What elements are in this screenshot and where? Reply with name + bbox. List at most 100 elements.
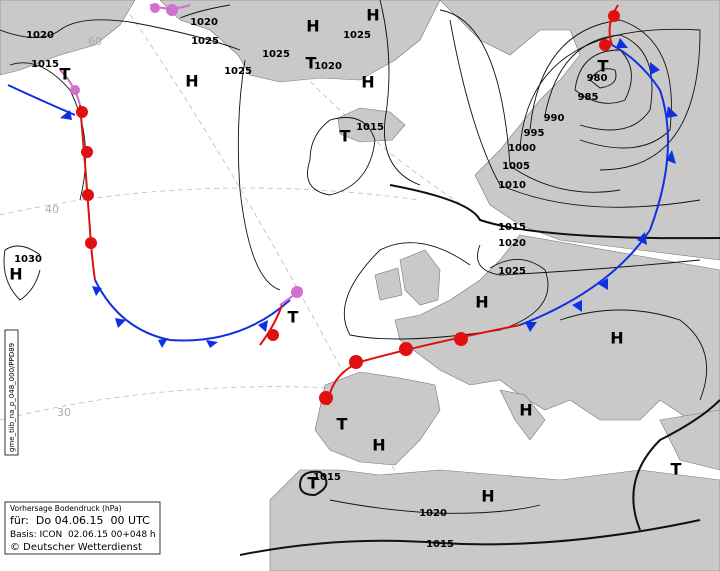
isobar xyxy=(544,34,653,131)
land-mass xyxy=(269,469,720,571)
front-symbol xyxy=(399,342,413,356)
high-pressure-marker: H xyxy=(610,329,623,348)
labels: 1020 1025 1020 1015 1025 1025 1020 1025 1015 980 9… xyxy=(9,6,681,551)
isobar xyxy=(477,244,701,276)
fronts xyxy=(7,3,678,406)
isobar-label: 1015 xyxy=(498,222,526,233)
front-symbol xyxy=(150,3,160,13)
land-mass xyxy=(0,0,136,76)
front-symbol xyxy=(291,286,303,298)
isobar xyxy=(307,117,376,196)
isobar-label: 1015 xyxy=(356,122,384,133)
isobar xyxy=(343,242,549,340)
front-symbol xyxy=(166,4,178,16)
isobar xyxy=(574,49,632,104)
front-symbol xyxy=(115,318,126,328)
high-pressure-marker: H xyxy=(481,487,494,506)
side-label-box xyxy=(4,329,19,456)
front-symbol xyxy=(258,320,268,332)
legend-title: Vorhersage Bodendruck (hPa) xyxy=(10,504,122,513)
land-mass xyxy=(394,234,720,431)
land-mass xyxy=(659,409,720,471)
low-pressure-marker: T xyxy=(598,57,609,76)
isobar xyxy=(519,28,701,171)
low-pressure-marker: T xyxy=(60,65,71,84)
front-symbol xyxy=(666,106,678,118)
isobar-label: 1010 xyxy=(498,180,526,191)
front-symbol xyxy=(454,332,468,346)
land-mass xyxy=(314,371,441,466)
front-symbol xyxy=(206,340,218,348)
high-pressure-marker: H xyxy=(475,293,488,312)
front-symbol xyxy=(267,329,279,341)
legend-box xyxy=(4,501,161,555)
land-mass xyxy=(0,0,471,561)
front-symbol xyxy=(616,38,628,48)
isobar-label: 1030 xyxy=(14,254,42,265)
front-symbol xyxy=(76,106,88,118)
legend-basis: Basis: ICON 02.06.15 00+048 h xyxy=(10,530,156,540)
front-symbol xyxy=(525,322,537,332)
side-label: gme_tiib_na_p_048_000/PPD89 xyxy=(8,343,16,452)
isobar-label: 1025 xyxy=(262,49,290,60)
front-symbol xyxy=(598,278,608,290)
isobar xyxy=(239,519,701,556)
low-pressure-marker: T xyxy=(288,308,299,327)
isobar-label: 1025 xyxy=(191,36,219,47)
low-pressure-marker: T xyxy=(308,474,319,493)
land-mass xyxy=(374,267,403,301)
isobar-label: 1020 xyxy=(314,61,342,72)
front-symbol xyxy=(70,85,80,95)
front-symbol xyxy=(85,237,97,249)
isobar xyxy=(589,68,617,89)
front-symbol xyxy=(81,146,93,158)
front-symbol xyxy=(572,300,582,312)
front-symbol xyxy=(599,39,611,51)
isobar xyxy=(439,9,621,193)
legend-credit: © Deutscher Wetterdienst xyxy=(10,542,142,553)
front-symbol xyxy=(327,324,521,406)
front-symbol xyxy=(82,189,94,201)
low-pressure-marker: T xyxy=(671,460,682,479)
isobar-label: 1025 xyxy=(498,266,526,277)
isobar-label: 985 xyxy=(578,92,599,103)
isobar xyxy=(179,4,231,19)
isobar-label: 1020 xyxy=(419,508,447,519)
latitude-label: 40 xyxy=(45,203,59,216)
isobar xyxy=(559,309,708,401)
front-symbol xyxy=(60,110,72,120)
isobar-label: 990 xyxy=(544,113,565,124)
high-pressure-marker: H xyxy=(361,73,374,92)
isobar-label: 1000 xyxy=(508,143,536,154)
isobar-label: 995 xyxy=(524,128,545,139)
low-pressure-marker: T xyxy=(340,127,351,146)
isobar-label: 1020 xyxy=(190,17,218,28)
isobar-label: 1015 xyxy=(31,59,59,70)
isobar-label: 1015 xyxy=(313,472,341,483)
low-pressure-marker: T xyxy=(337,415,348,434)
isobar xyxy=(237,59,281,291)
front-symbol xyxy=(637,232,647,245)
group xyxy=(70,3,303,298)
high-pressure-marker: H xyxy=(185,72,198,91)
group xyxy=(76,10,620,405)
high-pressure-marker: H xyxy=(366,6,379,25)
front-symbol xyxy=(666,150,676,164)
isobar xyxy=(298,470,328,497)
isobar-label: 1025 xyxy=(343,30,371,41)
land-mass xyxy=(499,389,546,441)
front-symbol xyxy=(92,286,102,296)
isobar xyxy=(449,19,701,208)
isobar-label: 1015 xyxy=(426,539,454,550)
isobar-label: 1025 xyxy=(224,66,252,77)
front-symbol xyxy=(608,10,620,22)
front-symbol xyxy=(94,279,291,342)
front-symbol xyxy=(608,4,619,46)
isobar-label: 1020 xyxy=(498,238,526,249)
group xyxy=(60,38,678,348)
isobar xyxy=(379,0,421,186)
isobars xyxy=(0,0,720,556)
front-symbol xyxy=(158,338,168,348)
legend-valid: für: Do 04.06.15 00 UTC xyxy=(10,514,150,527)
